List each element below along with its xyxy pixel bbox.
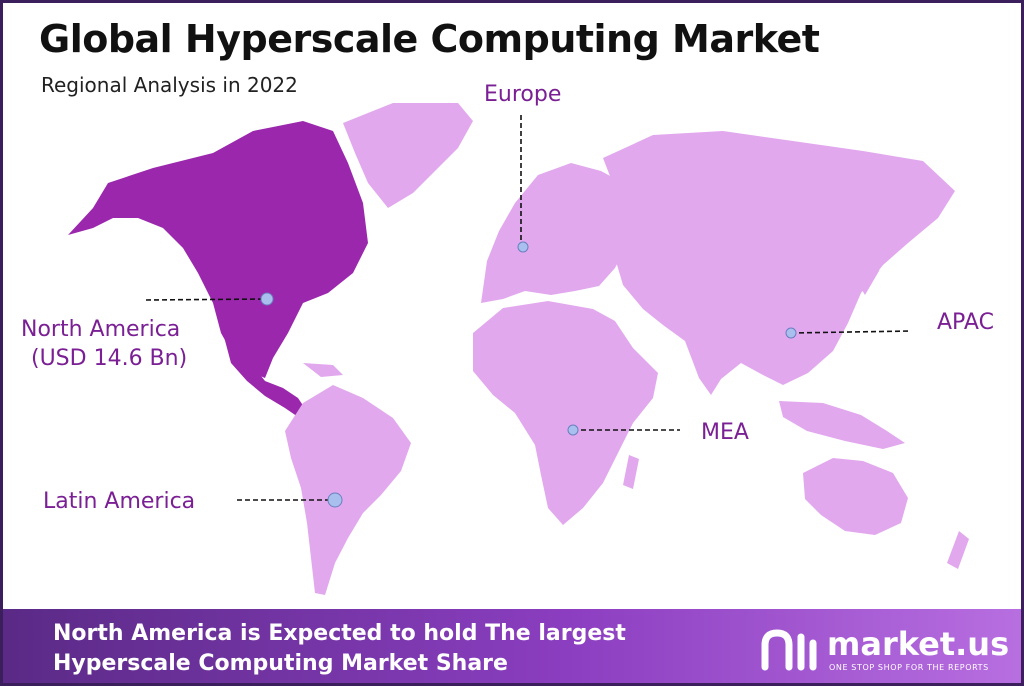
apac-leader [790,330,912,334]
footer-line-2: Hyperscale Computing Market Share [53,651,508,676]
madagascar-shape [623,455,639,489]
southeast-asia-shape [779,401,905,449]
new-zealand-shape [947,531,969,569]
europe-label: Europe [484,82,562,107]
north-america-leader [145,298,268,301]
japan-shape [859,235,887,295]
north-america-name: North America [21,317,181,342]
mea-marker [567,424,579,436]
greenland [343,103,473,208]
europe-marker [517,241,529,253]
footer-line-1: North America is Expected to hold The la… [53,621,626,646]
australia-shape [803,458,908,535]
caribbean-shape [303,363,343,377]
north-america-label: North America (USD 14.6 Bn) [21,316,187,373]
footer-banner: North America is Expected to hold The la… [3,609,1021,683]
brand-logo: market.us ONE STOP SHOP FOR THE REPORTS [761,625,1011,677]
north-america-value: (USD 14.6 Bn) [31,345,188,371]
world-map [68,103,969,595]
north-america-shape [68,121,368,378]
europe-shape [481,163,633,303]
south-america-shape [285,385,411,595]
apac-label: APAC [937,310,994,335]
asia-shape [603,131,955,395]
central-america-shape [223,333,308,419]
brand-tagline: ONE STOP SHOP FOR THE REPORTS [829,663,989,672]
north-america-marker [260,292,274,306]
latin-america-label: Latin America [43,489,196,514]
page-subtitle: Regional Analysis in 2022 [41,73,298,97]
page-title: Global Hyperscale Computing Market [39,17,820,61]
apac-marker [785,327,797,339]
africa-shape [473,301,658,525]
mea-label: MEA [701,420,749,445]
market-us-logo-icon [761,629,817,671]
brand-name: market.us [827,625,1010,663]
latin-america-marker [327,492,343,508]
footer-message: North America is Expected to hold The la… [53,619,626,679]
